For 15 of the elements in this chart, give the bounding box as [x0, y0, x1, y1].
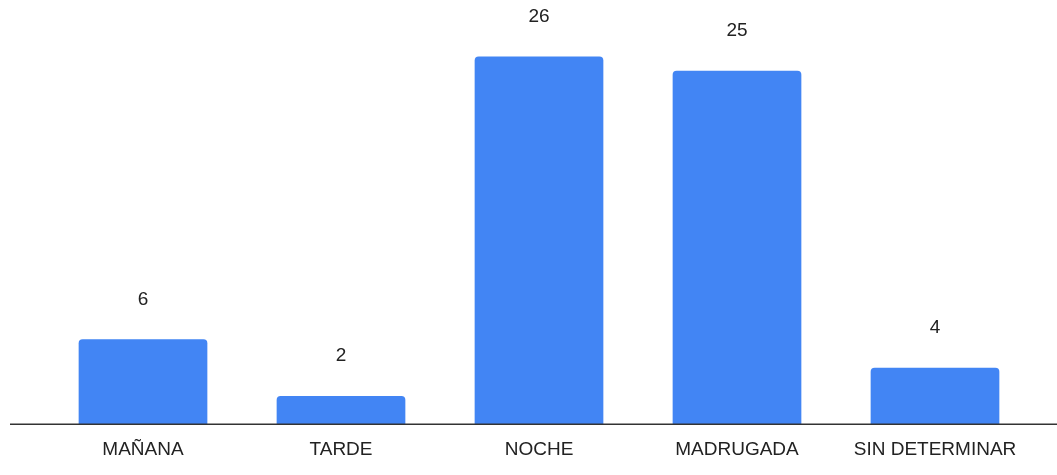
- data-label: 2: [335, 344, 347, 366]
- bar: [672, 70, 802, 425]
- data-label: 6: [137, 287, 149, 309]
- data-label: 4: [929, 315, 941, 337]
- x-tick-label: MADRUGADA: [675, 437, 800, 459]
- x-tick-label: SIN DETERMINAR: [853, 437, 1017, 459]
- bar: [276, 395, 406, 425]
- bar: [870, 367, 1000, 425]
- x-tick-label: NOCHE: [504, 437, 574, 459]
- x-tick-label: MAÑANA: [102, 437, 184, 459]
- data-label: 25: [726, 18, 748, 40]
- x-tick-label: TARDE: [309, 437, 373, 459]
- data-label: 26: [528, 4, 550, 26]
- bar: [78, 339, 208, 425]
- bar: [474, 56, 604, 425]
